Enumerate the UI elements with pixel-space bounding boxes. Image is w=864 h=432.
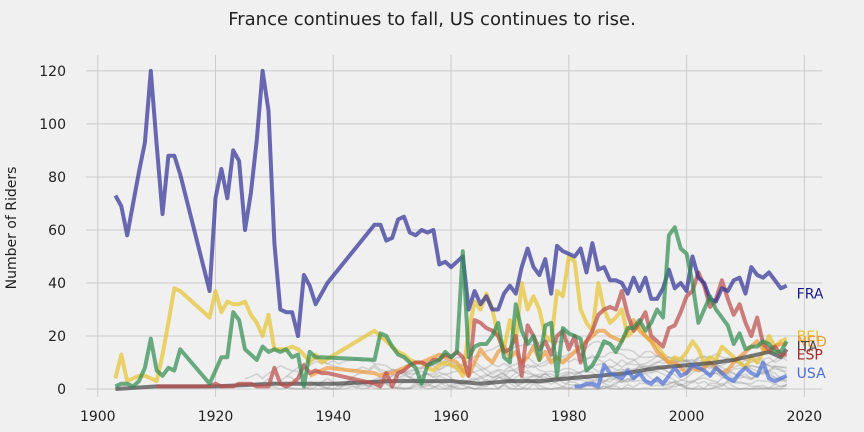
chart-title: France continues to fall, US continues t… xyxy=(228,9,636,30)
fra-series-line xyxy=(113,68,788,338)
y-tick-label: 80 xyxy=(48,170,66,186)
bel-series-line xyxy=(113,254,788,384)
y-tick-label: 0 xyxy=(57,382,66,398)
background-series-line xyxy=(250,366,787,390)
y-tick-label: 100 xyxy=(39,117,66,133)
y-tick-label: 60 xyxy=(48,223,66,239)
x-tick-label: 1940 xyxy=(315,409,351,425)
series-lines xyxy=(113,68,789,391)
y-tick-label: 20 xyxy=(48,329,66,345)
y-tick-label: 120 xyxy=(39,64,66,80)
series-label-fra: FRA xyxy=(797,287,824,303)
x-tick-label: 1980 xyxy=(551,409,587,425)
series-label-usa: USA xyxy=(797,366,826,382)
x-tick-label: 1960 xyxy=(433,409,469,425)
grid xyxy=(86,55,822,397)
y-axis-label: Number of Riders xyxy=(4,167,20,290)
x-tick-label: 1900 xyxy=(80,409,116,425)
usa-series-line xyxy=(574,360,788,389)
tick-labels: 1900 1920 1940 1960 1980 2000 2020 0 20 40 60 80 100… xyxy=(39,64,822,425)
y-tick-label: 40 xyxy=(48,276,66,292)
series-label-ita: ITA xyxy=(797,340,819,356)
x-tick-label: 2000 xyxy=(669,409,705,425)
series-label-ned: NED xyxy=(797,334,827,350)
series-label-bel: BEL xyxy=(797,329,823,345)
background-series-line xyxy=(268,365,787,390)
ita-series-line xyxy=(115,348,789,391)
series-label-esp: ESP xyxy=(797,348,823,364)
x-tick-label: 1920 xyxy=(198,409,234,425)
x-tick-label: 2020 xyxy=(787,409,823,425)
background-series-line xyxy=(533,358,787,390)
series-line xyxy=(114,225,789,389)
